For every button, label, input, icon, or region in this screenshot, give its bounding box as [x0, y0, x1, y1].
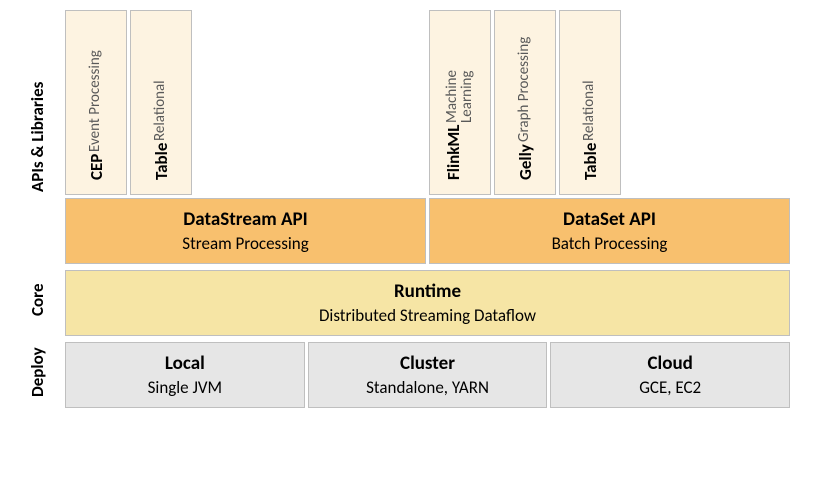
lib-title: FlinkML	[445, 125, 462, 180]
lib-box-cep: CEP Event Processing	[65, 10, 127, 195]
deploy-title: Cloud	[648, 352, 693, 375]
core-row: Runtime Distributed Streaming Dataflow	[65, 270, 790, 336]
lib-title: Table	[582, 143, 599, 180]
lib-sub: Relational	[582, 80, 597, 141]
row-label-core: Core	[10, 264, 65, 336]
deploy-sub: Single JVM	[148, 377, 222, 398]
lib-box-table-right: Table Relational	[559, 10, 621, 195]
lib-box-flinkml: FlinkML Machine Learning	[429, 10, 491, 195]
lib-sub: Machine Learning	[445, 25, 475, 123]
core-sub: Distributed Streaming Dataflow	[319, 305, 536, 326]
lib-title: Gelly	[517, 144, 534, 180]
spacer	[195, 10, 426, 195]
lib-sub: Event Processing	[88, 50, 103, 152]
api-row: DataStream API Stream Processing DataSet…	[65, 198, 790, 264]
api-title: DataStream API	[183, 208, 307, 231]
api-box-dataset: DataSet API Batch Processing	[429, 198, 790, 264]
libraries-left-group: CEP Event Processing Table Relational	[65, 10, 426, 195]
deploy-sub: Standalone, YARN	[366, 377, 489, 398]
api-title: DataSet API	[563, 208, 656, 231]
deploy-box-cluster: Cluster Standalone, YARN	[308, 342, 548, 408]
row-label-apis-libraries: APIs & Libraries	[10, 10, 65, 264]
spacer	[624, 10, 790, 195]
deploy-box-local: Local Single JVM	[65, 342, 305, 408]
api-sub: Stream Processing	[182, 233, 308, 254]
lib-title: CEP	[88, 154, 105, 180]
deploy-row: Local Single JVM Cluster Standalone, YAR…	[65, 342, 790, 408]
lib-sub: Graph Processing	[517, 37, 532, 142]
lib-title: Table	[153, 143, 170, 180]
architecture-diagram: APIs & Libraries CEP Event Processing Ta…	[10, 10, 790, 408]
deploy-sub: GCE, EC2	[639, 377, 701, 398]
row-label-deploy: Deploy	[10, 336, 65, 408]
core-title: Runtime	[394, 280, 461, 303]
deploy-box-cloud: Cloud GCE, EC2	[550, 342, 790, 408]
libraries-right-group: FlinkML Machine Learning Gelly Graph Pro…	[429, 10, 790, 195]
lib-box-gelly: Gelly Graph Processing	[494, 10, 556, 195]
core-box-runtime: Runtime Distributed Streaming Dataflow	[65, 270, 790, 336]
lib-box-table-left: Table Relational	[130, 10, 192, 195]
deploy-title: Local	[165, 352, 205, 375]
lib-sub: Relational	[153, 80, 168, 141]
libraries-row: CEP Event Processing Table Relational Fl…	[65, 10, 790, 195]
deploy-title: Cluster	[400, 352, 455, 375]
api-sub: Batch Processing	[552, 233, 668, 254]
api-box-datastream: DataStream API Stream Processing	[65, 198, 426, 264]
